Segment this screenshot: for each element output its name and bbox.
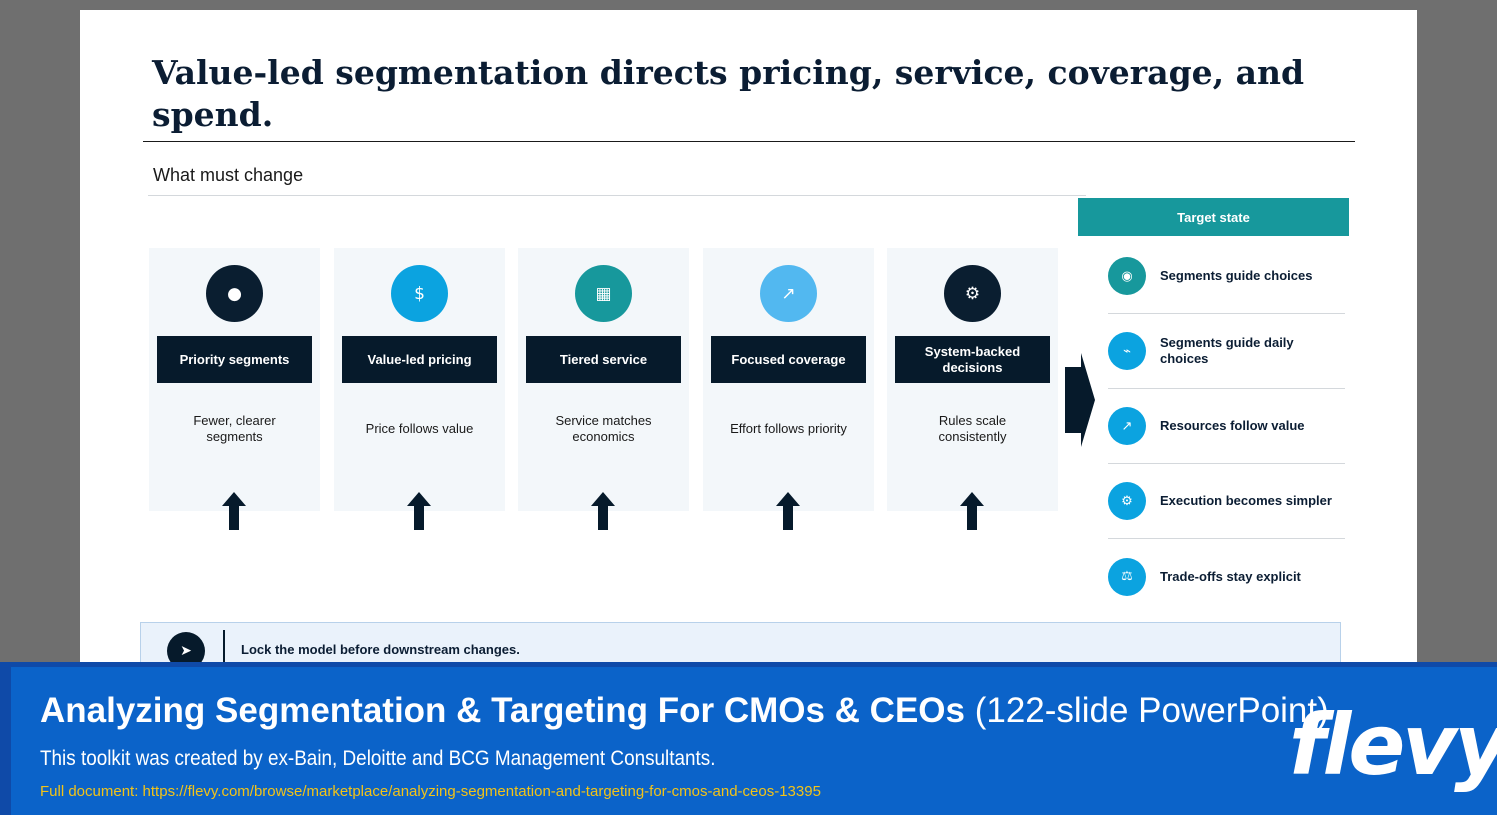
target-item: ⚙ Execution becomes simpler bbox=[1108, 464, 1345, 539]
callout-divider bbox=[223, 630, 225, 670]
dollar-icon: $ bbox=[391, 265, 448, 322]
target-item-label: Segments guide daily choices bbox=[1160, 335, 1294, 366]
route-icon: ⌁ bbox=[1108, 332, 1146, 370]
grid-icon: ▦ bbox=[575, 265, 632, 322]
chevron-right-icon bbox=[1065, 353, 1095, 447]
target-item: ⌁ Segments guide daily choices bbox=[1108, 314, 1345, 389]
change-card: $ Value-led pricing Price follows value bbox=[334, 248, 505, 530]
callout-text: Lock the model before downstream changes… bbox=[241, 642, 520, 657]
arrow-up-icon bbox=[222, 492, 246, 530]
banner-title-light: (122-slide PowerPoint) bbox=[965, 691, 1329, 730]
slide-title: Value-led segmentation directs pricing, … bbox=[152, 53, 1305, 134]
slide: Value-led segmentation directs pricing, … bbox=[80, 10, 1417, 670]
section-divider bbox=[148, 195, 1086, 196]
card-description: Rules scale consistently bbox=[938, 413, 1007, 444]
card-title: Focused coverage bbox=[711, 336, 866, 383]
change-card: ▦ Tiered service Service matches economi… bbox=[518, 248, 689, 530]
change-card: ↗ Focused coverage Effort follows priori… bbox=[703, 248, 874, 530]
card-title: Value-led pricing bbox=[342, 336, 497, 383]
card-description: Service matches economics bbox=[555, 413, 652, 444]
arrow-up-right-icon: ↗ bbox=[760, 265, 817, 322]
banner-subtitle: This toolkit was created by ex-Bain, Del… bbox=[40, 747, 716, 770]
card-description: Fewer, clearer segments bbox=[193, 413, 276, 444]
card-title: Priority segments bbox=[157, 336, 312, 383]
target-state-header: Target state bbox=[1078, 198, 1349, 236]
change-card: ● Priority segments Fewer, clearer segme… bbox=[149, 248, 320, 530]
banner-title-bold: Analyzing Segmentation & Targeting For C… bbox=[40, 691, 965, 730]
arrow-up-icon bbox=[407, 492, 431, 530]
section-label: What must change bbox=[153, 165, 304, 185]
banner-title: Analyzing Segmentation & Targeting For C… bbox=[40, 691, 1329, 731]
target-item-label: Execution becomes simpler bbox=[1160, 493, 1332, 508]
dot-icon: ● bbox=[206, 265, 263, 322]
card-title: Tiered service bbox=[526, 336, 681, 383]
flevy-logo[interactable]: flevy bbox=[1289, 696, 1497, 794]
title-divider bbox=[143, 141, 1355, 142]
card-description: Effort follows priority bbox=[730, 421, 847, 436]
arrow-up-icon bbox=[960, 492, 984, 530]
target-item-label: Segments guide choices bbox=[1160, 268, 1313, 283]
target-icon: ◉ bbox=[1108, 257, 1146, 295]
card-description: Price follows value bbox=[365, 421, 474, 436]
arrow-up-icon bbox=[591, 492, 615, 530]
target-item: ⚖ Trade-offs stay explicit bbox=[1108, 539, 1345, 614]
gear-icon: ⚙ bbox=[944, 265, 1001, 322]
promo-banner-inner: Analyzing Segmentation & Targeting For C… bbox=[11, 667, 1497, 815]
target-item-label: Trade-offs stay explicit bbox=[1160, 568, 1301, 584]
arrow-up-right-icon: ↗ bbox=[1108, 407, 1146, 445]
arrow-up-icon bbox=[776, 492, 800, 530]
gear-icon: ⚙ bbox=[1108, 482, 1146, 520]
target-item: ↗ Resources follow value bbox=[1108, 389, 1345, 464]
change-card: ⚙ System-backed decisions Rules scale co… bbox=[887, 248, 1058, 530]
scales-icon: ⚖ bbox=[1108, 557, 1146, 596]
target-item-label: Resources follow value bbox=[1160, 418, 1305, 433]
card-title: System-backed decisions bbox=[895, 336, 1050, 383]
document-link[interactable]: Full document: https://flevy.com/browse/… bbox=[40, 783, 821, 800]
promo-banner: Analyzing Segmentation & Targeting For C… bbox=[0, 662, 1497, 815]
target-item: ◉ Segments guide choices bbox=[1108, 239, 1345, 314]
